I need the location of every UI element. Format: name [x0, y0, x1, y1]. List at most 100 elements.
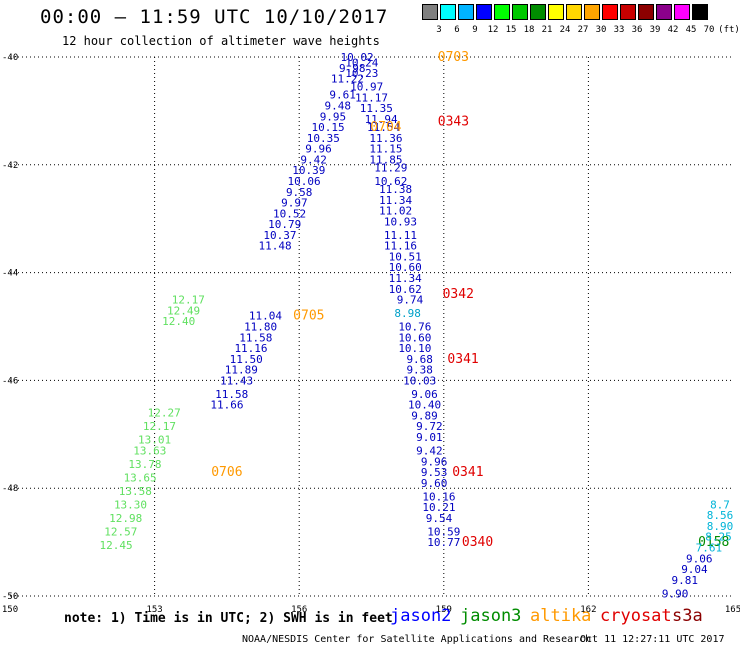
wave-height-value: 9.42 — [300, 153, 327, 166]
wave-height-value: 10.03 — [403, 374, 436, 387]
page-title: 00:00 – 11:59 UTC 10/10/2017 — [40, 6, 389, 28]
wave-height-value-jason3: 12.45 — [99, 539, 132, 552]
scale-label: 3 — [436, 25, 442, 35]
scale-swatch — [656, 4, 672, 20]
wave-height-value: 9.89 — [411, 409, 438, 422]
wave-height-value-jason3: 13.30 — [114, 498, 147, 511]
wave-height-value-right: 8.56 — [707, 509, 734, 522]
scale-swatch — [566, 4, 582, 20]
time-label-altika: 0704 — [370, 120, 401, 135]
wave-height-value: 11.22 — [331, 73, 364, 86]
wave-height-value: 10.37 — [263, 229, 296, 242]
wave-height-value: 9.54 — [426, 512, 453, 525]
lat-tick-label: -42 — [2, 161, 18, 171]
wave-height-value: 9.95 — [320, 110, 347, 123]
lon-tick-label: 153 — [146, 605, 162, 615]
wave-height-value: 10.21 — [422, 501, 455, 514]
scale-swatch — [476, 4, 492, 20]
wave-height-value: 11.29 — [374, 161, 407, 174]
scale-label: 33 — [613, 25, 625, 35]
wave-height-value: 11.89 — [225, 364, 258, 377]
wave-height-value-jason3: 13.58 — [119, 485, 152, 498]
time-label-jason3: 0158 — [698, 535, 729, 550]
wave-height-value-jason3: 12.98 — [109, 512, 142, 525]
wave-height-value-right: 9.04 — [681, 563, 708, 576]
scale-swatch — [584, 4, 600, 20]
scale-swatch — [674, 4, 690, 20]
scale-swatch — [620, 4, 636, 20]
wave-height-value-jason3: 12.17 — [143, 420, 176, 433]
scale-swatch — [440, 4, 456, 20]
legend-entry-cryosat: cryosat — [600, 606, 672, 626]
scale-label: 6 — [454, 25, 460, 35]
wave-height-value: 10.35 — [307, 132, 340, 145]
wave-height-value: 11.94 — [365, 113, 398, 126]
wave-height-value-right: 9.06 — [686, 552, 713, 565]
wave-height-value: 11.02 — [379, 205, 412, 218]
wave-height-value: 10.62 — [374, 175, 407, 188]
legend-entry-s3a: s3a — [672, 606, 703, 626]
wave-height-value: 11.58 — [239, 331, 272, 344]
scale-label: 30 — [595, 25, 607, 35]
legend-entry-altika: altika — [530, 606, 592, 626]
lon-tick-label: 159 — [436, 605, 452, 615]
wave-height-value: 10.15 — [312, 121, 345, 134]
scale-swatch — [602, 4, 618, 20]
wave-height-value: 11.04 — [249, 310, 282, 323]
time-label-cryosat: 0343 — [438, 115, 469, 130]
wave-height-value: 9.38 — [406, 364, 433, 377]
page-subtitle: 12 hour collection of altimeter wave hei… — [62, 34, 380, 48]
time-label-altika: 0706 — [211, 465, 242, 480]
wave-height-value-right: 7.61 — [696, 541, 723, 554]
wave-height-value-jason3: 13.63 — [133, 444, 166, 457]
wave-height-value: 11.50 — [230, 353, 263, 366]
scale-swatch — [458, 4, 474, 20]
wave-height-value: 10.51 — [389, 250, 422, 263]
wave-height-value: 10.59 — [427, 525, 460, 538]
scale-label: 18 — [523, 25, 535, 35]
timestamp-text: Oct 11 12:27:11 UTC 2017 — [580, 634, 725, 645]
scale-label: 27 — [577, 25, 589, 35]
time-label-cryosat: 0341 — [447, 352, 478, 367]
scale-swatch — [422, 4, 438, 20]
scale-label: 15 — [505, 25, 517, 35]
scale-label: 24 — [559, 25, 571, 35]
scale-swatch — [692, 4, 708, 20]
wave-height-value: 10.62 — [389, 283, 422, 296]
footer-note: note: 1) Time is in UTC; 2) SWH is in fe… — [64, 611, 393, 626]
scale-swatch — [530, 4, 546, 20]
wave-height-value: 11.43 — [220, 374, 253, 387]
wave-height-value: 9.97 — [281, 197, 308, 210]
time-label-cryosat: 0340 — [462, 535, 493, 550]
scale-label: 39 — [649, 25, 661, 35]
scale-label: 45 — [685, 25, 697, 35]
wave-height-value: 11.58 — [215, 388, 248, 401]
wave-height-value: 9.96 — [421, 455, 448, 468]
wave-height-value: 9.48 — [325, 100, 352, 113]
lat-tick-label: -46 — [2, 376, 18, 386]
wave-height-value: 10.39 — [292, 164, 325, 177]
lon-tick-label: 165 — [725, 605, 740, 615]
wave-height-value: 9.72 — [416, 420, 443, 433]
wave-height-value: 9.96 — [305, 143, 332, 156]
scale-swatch — [512, 4, 528, 20]
time-label-cryosat: 0342 — [443, 287, 474, 302]
wave-height-value: 9.74 — [397, 294, 424, 307]
wave-height-value: 10.77 — [427, 536, 460, 549]
wave-height-value: 9.98 — [339, 62, 366, 75]
wave-height-value-jason3: 13.65 — [124, 471, 157, 484]
wave-height-value: 10.76 — [398, 321, 431, 334]
legend-entry-jason3: jason3 — [460, 606, 522, 626]
wave-height-value: 9.53 — [421, 466, 448, 479]
wave-height-value: 10.60 — [398, 331, 431, 344]
lon-tick-label: 162 — [580, 605, 596, 615]
lon-tick-label: 156 — [291, 605, 307, 615]
wave-height-value-jason3: 13.01 — [138, 434, 171, 447]
wave-height-value-jason3: 12.57 — [104, 525, 137, 538]
wave-height-value-right: 9.81 — [672, 574, 699, 587]
wave-height-value-jason3: 13.78 — [128, 458, 161, 471]
wave-height-value: 11.15 — [369, 143, 402, 156]
wave-height-value: 10.79 — [268, 218, 301, 231]
